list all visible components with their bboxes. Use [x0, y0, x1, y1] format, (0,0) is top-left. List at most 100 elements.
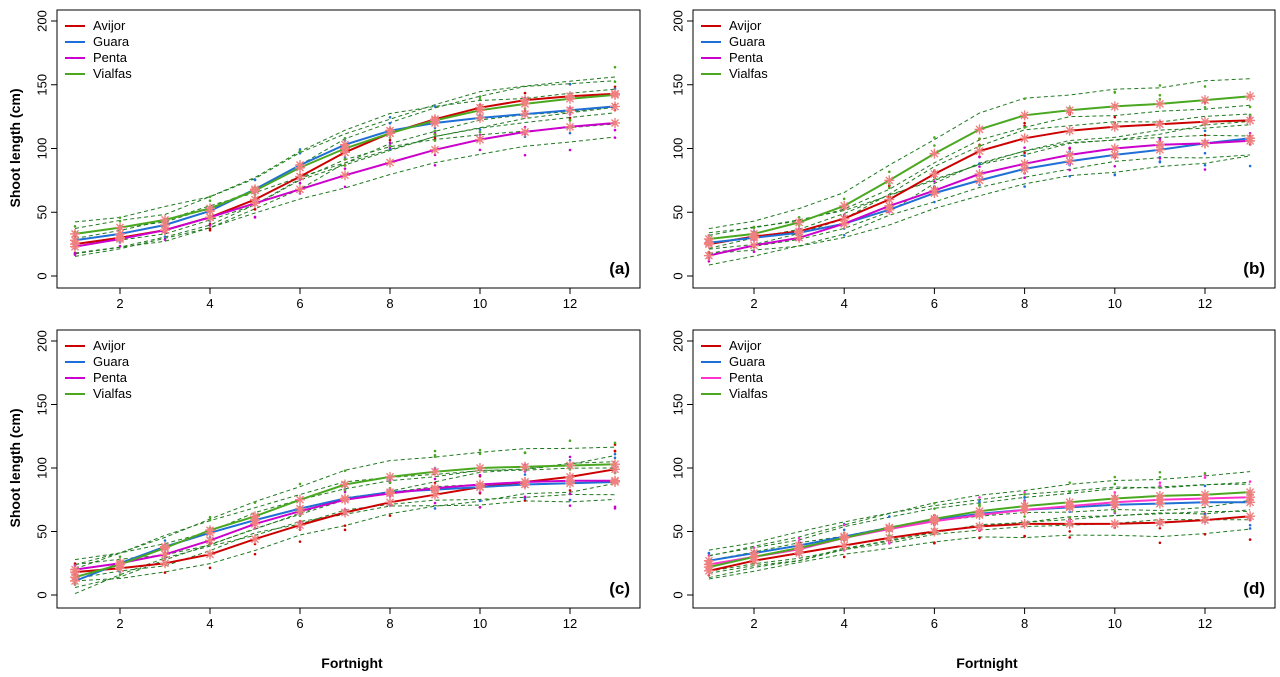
point-marker: [929, 169, 940, 179]
observation-dot: [478, 448, 482, 452]
y-tick-label: 100: [670, 138, 685, 160]
observation-dot: [433, 133, 437, 136]
observation-dot: [433, 507, 437, 510]
observation-dot: [163, 539, 167, 542]
y-axis-title-bottom: Shoot length (cm): [7, 409, 23, 528]
point-marker: [974, 169, 985, 179]
observation-dot: [163, 571, 167, 574]
legend-label: Penta: [729, 370, 764, 385]
observation-dot: [388, 481, 392, 485]
point-marker: [929, 185, 940, 196]
point-marker: [385, 157, 395, 168]
point-marker: [794, 543, 805, 554]
point-marker: [1154, 490, 1165, 501]
observation-dot: [1203, 484, 1207, 488]
observation-dot: [1203, 163, 1207, 167]
observation-dot: [1113, 164, 1117, 168]
observation-dot: [1113, 491, 1117, 494]
panel-label: (c): [609, 579, 630, 598]
point-marker: [1064, 105, 1075, 116]
observation-dot: [433, 129, 437, 133]
observation-dot: [888, 186, 891, 190]
x-axis-title-right: Fortnight: [956, 655, 1018, 671]
point-marker: [974, 506, 985, 517]
observation-dot: [433, 136, 437, 140]
point-marker: [115, 234, 125, 245]
point-marker: [1245, 511, 1256, 522]
observation-dot: [433, 501, 437, 505]
observation-dot: [298, 151, 302, 155]
point-marker: [340, 494, 350, 505]
observation-dot: [1113, 173, 1117, 177]
observation-dot: [568, 504, 572, 507]
point-marker: [430, 483, 440, 494]
y-tick-label: 150: [34, 74, 49, 96]
observation-dot: [1023, 126, 1026, 129]
observation-dot: [933, 180, 936, 183]
point-marker: [295, 171, 305, 182]
point-marker: [929, 148, 940, 159]
observation-dot: [388, 514, 392, 517]
observation-dot: [478, 506, 482, 509]
observation-dot: [933, 144, 936, 147]
point-marker: [1154, 98, 1165, 109]
observation-dot: [933, 501, 936, 505]
observation-dot: [978, 165, 981, 168]
observation-dot: [388, 147, 392, 151]
observation-dot: [1158, 470, 1162, 474]
y-tick-label: 200: [34, 330, 49, 352]
point-marker: [115, 559, 125, 570]
point-marker: [340, 143, 350, 154]
legend-label: Guara: [729, 34, 766, 49]
observation-dot: [208, 224, 212, 227]
point-marker: [385, 128, 395, 139]
observation-dot: [1203, 129, 1207, 133]
point-marker: [205, 212, 215, 223]
y-tick-label: 100: [34, 138, 49, 160]
observation-dot: [1203, 168, 1207, 171]
observation-dot: [933, 136, 936, 139]
observation-dot: [752, 250, 756, 254]
point-marker: [520, 109, 530, 120]
x-tick-label: 4: [841, 616, 848, 631]
point-marker: [610, 101, 620, 112]
legend-label: Vialfas: [93, 386, 132, 401]
point-marker: [794, 217, 805, 228]
point-marker: [430, 144, 440, 155]
point-marker: [1200, 515, 1210, 526]
point-marker: [205, 535, 215, 546]
point-marker: [295, 506, 305, 517]
observation-dot: [1023, 154, 1026, 158]
observation-dot: [978, 536, 981, 540]
observation-dot: [253, 216, 257, 219]
observation-dot: [208, 229, 212, 232]
point-marker: [475, 105, 485, 116]
observation-dot: [478, 499, 482, 503]
observation-dot: [208, 518, 212, 522]
observation-dot: [568, 116, 572, 120]
observation-dot: [433, 105, 437, 108]
legend-label: Vialfas: [729, 66, 768, 81]
x-tick-label: 8: [386, 296, 393, 311]
observation-dot: [1158, 475, 1162, 479]
observation-dot: [343, 528, 347, 532]
observation-dot: [613, 128, 617, 132]
y-tick-label: 0: [34, 591, 49, 598]
point-marker: [929, 526, 940, 537]
confidence-band: [708, 78, 1251, 230]
observation-dot: [1248, 480, 1252, 483]
observation-dot: [1203, 133, 1207, 137]
observation-dot: [613, 85, 617, 89]
point-marker: [565, 105, 575, 116]
observation-dot: [433, 139, 437, 142]
observation-dot: [933, 507, 936, 510]
y-tick-label: 150: [670, 394, 685, 416]
legend-label: Guara: [729, 354, 766, 369]
observation-dot: [478, 95, 482, 98]
point-marker: [1019, 110, 1030, 121]
y-tick-label: 50: [670, 205, 685, 219]
point-marker: [1245, 115, 1256, 126]
point-marker: [610, 475, 620, 486]
x-tick-label: 4: [841, 296, 848, 311]
observation-dot: [613, 65, 617, 69]
